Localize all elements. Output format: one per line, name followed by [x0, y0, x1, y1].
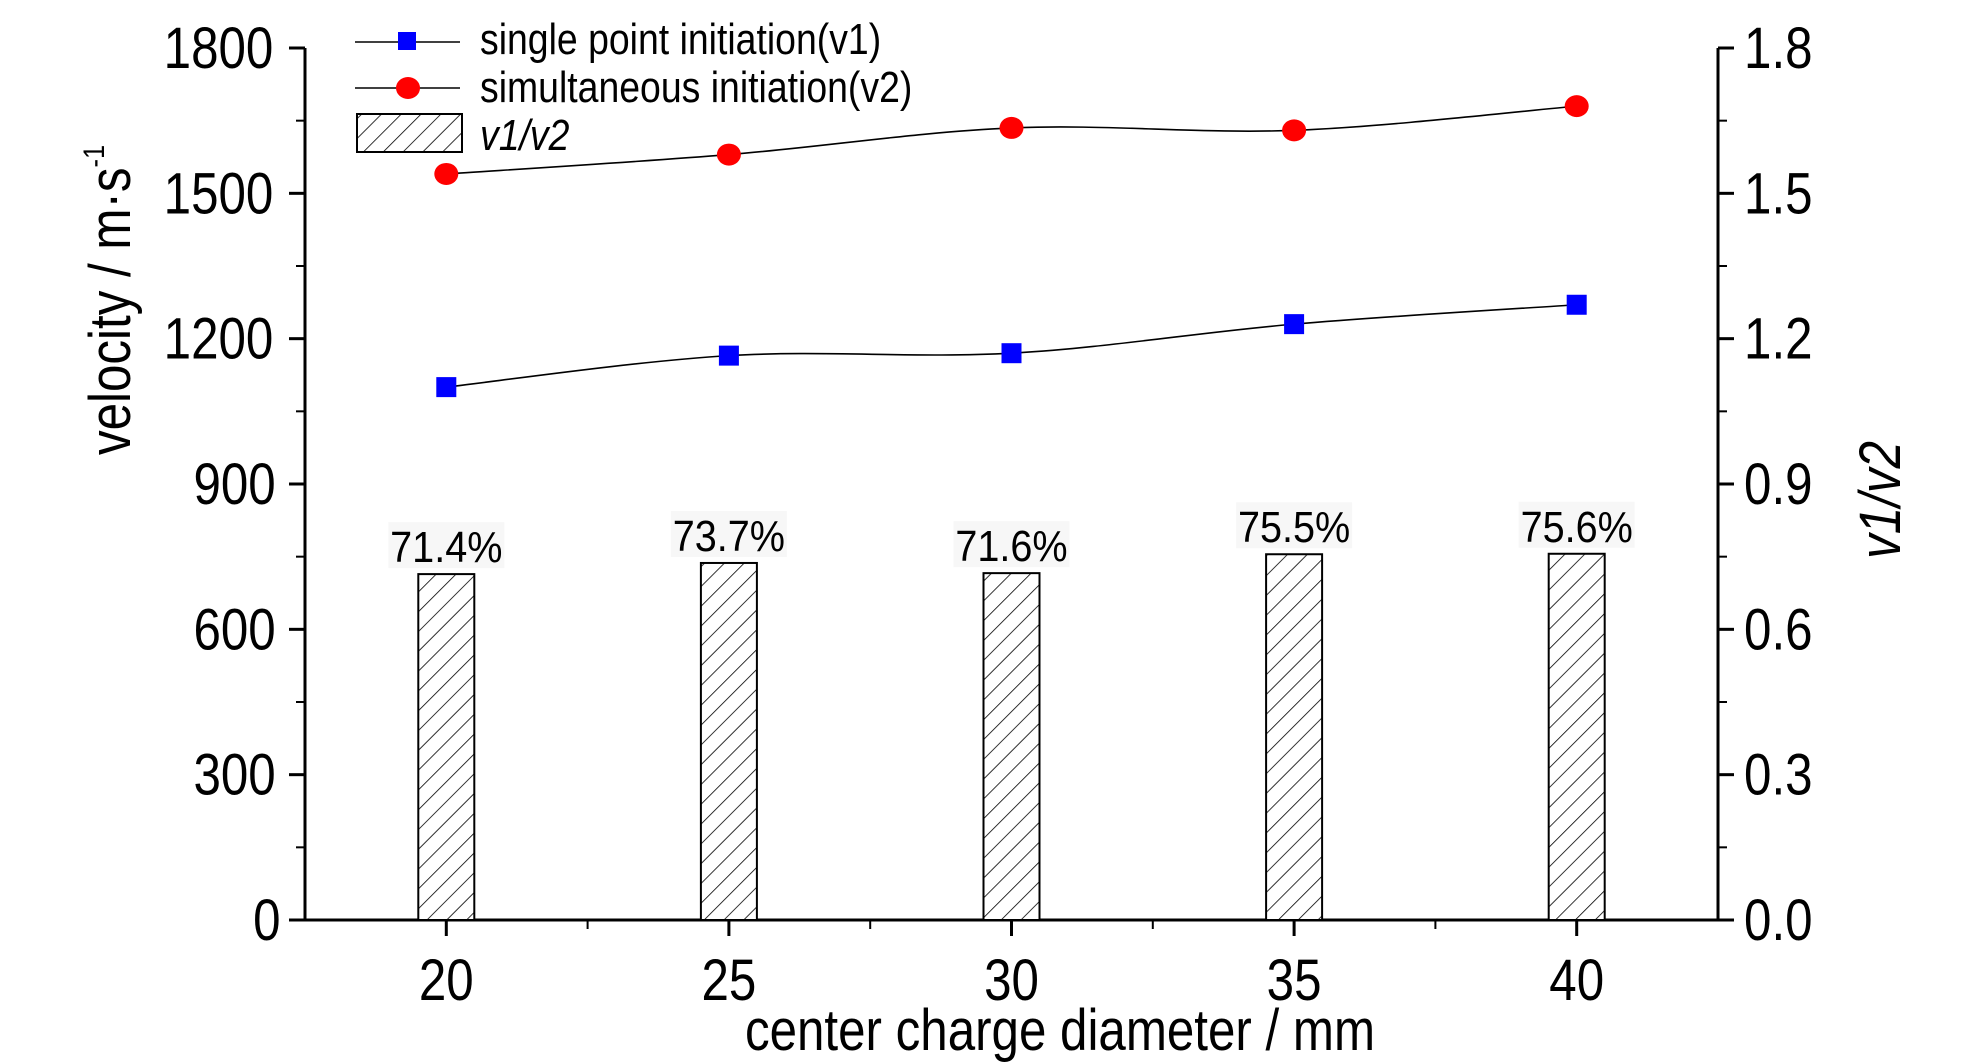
square-marker [1284, 314, 1305, 335]
y2-tick-label: 1.8 [1744, 16, 1813, 81]
y2-tick-label: 0.9 [1744, 452, 1813, 517]
ratio-bar [417, 573, 476, 922]
y-tick-label: 900 [193, 452, 275, 517]
bar-label-background [388, 522, 505, 569]
bar-label-background [1518, 501, 1635, 548]
y-tick-label: 300 [193, 743, 275, 808]
y2-axis-title: v1/v2 [1848, 441, 1913, 559]
y-tick-label: 0 [253, 888, 280, 953]
y2-tick-label: 0.6 [1744, 598, 1813, 663]
bar-series [417, 552, 1606, 922]
bar-label-background [1236, 502, 1353, 549]
x-tick-label: 30 [984, 948, 1039, 1013]
legend-marker-circle [396, 77, 420, 99]
ratio-bar [982, 572, 1041, 921]
series-line [446, 105, 1577, 175]
y-axis-title: velocity / m·s-1 [77, 145, 143, 455]
legend-label-v1: single point initiation(v1) [480, 14, 881, 64]
tick-marks [289, 46, 1734, 936]
x-tick-label: 40 [1549, 948, 1604, 1013]
y-tick-label: 1800 [164, 16, 274, 81]
x-tick-label: 35 [1267, 948, 1322, 1013]
legend: single point initiation(v1) simultaneous… [355, 14, 912, 160]
bar-data-label: 75.6% [1521, 502, 1633, 551]
square-marker [1001, 343, 1022, 364]
bar-data-label: 75.5% [1238, 502, 1350, 551]
y-tick-label: 600 [193, 598, 275, 663]
legend-marker-square [398, 32, 416, 50]
x-axis-title: center charge diameter / mm [745, 998, 1375, 1063]
circle-marker [999, 116, 1024, 139]
square-marker [436, 377, 457, 398]
legend-item-v1: single point initiation(v1) [355, 14, 881, 64]
bar-data-label: 71.4% [390, 522, 502, 571]
ratio-bar [699, 561, 758, 921]
legend-item-v2: simultaneous initiation(v2) [355, 62, 912, 112]
ratio-bar [1265, 553, 1324, 921]
y-tick-label: 1200 [164, 307, 274, 372]
ratio-bar [1547, 552, 1606, 921]
circle-marker [434, 162, 459, 185]
y2-tick-label: 0.0 [1744, 888, 1813, 953]
legend-swatch-hatched [356, 113, 463, 153]
y-axis-title-superscript: -1 [77, 145, 110, 168]
x-tick-label: 25 [701, 948, 756, 1013]
circle-marker [716, 143, 741, 166]
circle-marker [1564, 95, 1589, 118]
y2-tick-label: 1.5 [1744, 162, 1813, 227]
circle-marker [1282, 119, 1307, 142]
y-tick-label: 1500 [164, 162, 274, 227]
y2-tick-label: 0.3 [1744, 743, 1813, 808]
square-marker [718, 345, 739, 366]
legend-item-ratio: v1/v2 [356, 110, 570, 160]
bar-label-background [670, 510, 787, 557]
bar-label-background [953, 521, 1070, 568]
bar-data-label: 73.7% [673, 511, 785, 560]
x-tick-label: 20 [419, 948, 474, 1013]
tick-labels: 0 300 600 900 1200 1500 1800 0.0 0.3 0.6 0.9 1.2 1.5… [164, 16, 1813, 1013]
legend-label-ratio: v1/v2 [480, 110, 570, 160]
series-markers [434, 95, 1589, 398]
bar-data-label: 71.6% [955, 521, 1067, 570]
y-axis-title-main: velocity / m·s [78, 167, 143, 455]
y2-tick-label: 1.2 [1744, 307, 1813, 372]
square-marker [1566, 294, 1587, 315]
bar-data-labels: 71.4% 73.7% 71.6% 75.5% 75.6% [388, 501, 1635, 572]
legend-label-v2: simultaneous initiation(v2) [480, 62, 912, 112]
